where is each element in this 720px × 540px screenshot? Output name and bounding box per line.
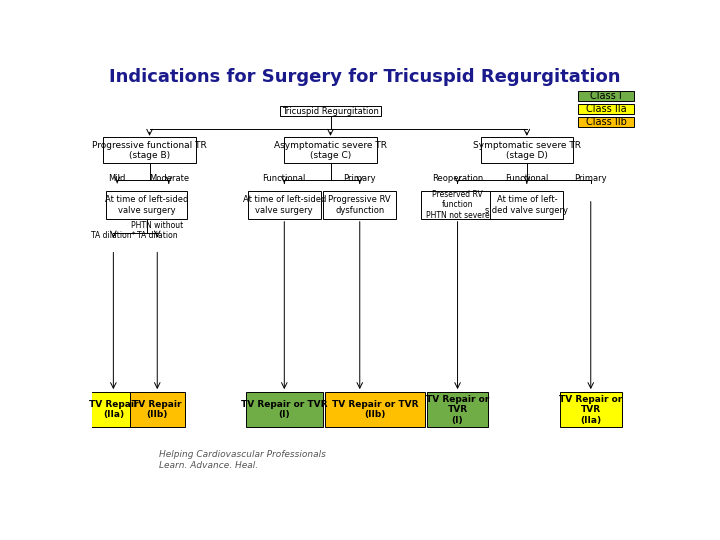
Text: At time of left-sided
valve surgery: At time of left-sided valve surgery: [243, 195, 326, 214]
Text: TV Repair
(IIb): TV Repair (IIb): [132, 400, 182, 420]
FancyBboxPatch shape: [578, 104, 634, 114]
FancyBboxPatch shape: [325, 392, 426, 428]
Text: TV Repair or TVR
(IIb): TV Repair or TVR (IIb): [332, 400, 418, 420]
Text: At time of left-
sided valve surgery: At time of left- sided valve surgery: [485, 195, 568, 214]
FancyBboxPatch shape: [490, 191, 564, 219]
FancyBboxPatch shape: [427, 392, 488, 428]
Text: Moderate: Moderate: [149, 174, 189, 184]
Text: Preserved RV
function
PHTN not severe: Preserved RV function PHTN not severe: [426, 190, 490, 220]
Text: Reoperation: Reoperation: [432, 174, 483, 184]
Text: TV Repair
(IIa): TV Repair (IIa): [89, 400, 138, 420]
FancyBboxPatch shape: [104, 137, 196, 164]
FancyBboxPatch shape: [284, 137, 377, 164]
Text: Mild: Mild: [109, 174, 126, 184]
Text: Progressive RV
dysfunction: Progressive RV dysfunction: [328, 195, 391, 214]
Text: Primary: Primary: [343, 174, 376, 184]
Text: PHTN without
TA dilation: PHTN without TA dilation: [131, 221, 184, 240]
Text: Primary: Primary: [575, 174, 607, 184]
FancyBboxPatch shape: [481, 137, 573, 164]
Text: Class IIb: Class IIb: [586, 117, 626, 127]
FancyBboxPatch shape: [248, 191, 321, 219]
FancyBboxPatch shape: [578, 117, 634, 127]
Text: Class I: Class I: [590, 91, 622, 100]
Text: Helping Cardiovascular Professionals
Learn. Advance. Heal.: Helping Cardiovascular Professionals Lea…: [158, 450, 325, 469]
Text: Functional: Functional: [263, 174, 306, 184]
FancyBboxPatch shape: [323, 191, 396, 219]
FancyBboxPatch shape: [86, 392, 141, 428]
Text: Asymptomatic severe TR
(stage C): Asymptomatic severe TR (stage C): [274, 140, 387, 160]
Text: TV Repair or TVR
(I): TV Repair or TVR (I): [241, 400, 328, 420]
Text: Class IIa: Class IIa: [586, 104, 626, 114]
Text: TA dilation*: TA dilation*: [91, 231, 135, 240]
FancyBboxPatch shape: [421, 191, 494, 219]
Text: Indications for Surgery for Tricuspid Regurgitation: Indications for Surgery for Tricuspid Re…: [109, 68, 621, 86]
FancyBboxPatch shape: [107, 191, 187, 219]
Text: Progressive functional TR
(stage B): Progressive functional TR (stage B): [92, 140, 207, 160]
Text: Functional: Functional: [505, 174, 549, 184]
Text: Symptomatic severe TR
(stage D): Symptomatic severe TR (stage D): [473, 140, 581, 160]
Text: Tricuspid Regurgitation: Tricuspid Regurgitation: [282, 106, 379, 116]
FancyBboxPatch shape: [560, 392, 621, 428]
Text: TV Repair or
TVR
(IIa): TV Repair or TVR (IIa): [559, 395, 622, 424]
FancyBboxPatch shape: [578, 91, 634, 100]
FancyBboxPatch shape: [130, 392, 185, 428]
Text: At time of left-sided
valve surgery: At time of left-sided valve surgery: [105, 195, 189, 214]
FancyBboxPatch shape: [246, 392, 323, 428]
FancyBboxPatch shape: [281, 106, 381, 117]
Text: TV Repair or
TVR
(I): TV Repair or TVR (I): [426, 395, 489, 424]
